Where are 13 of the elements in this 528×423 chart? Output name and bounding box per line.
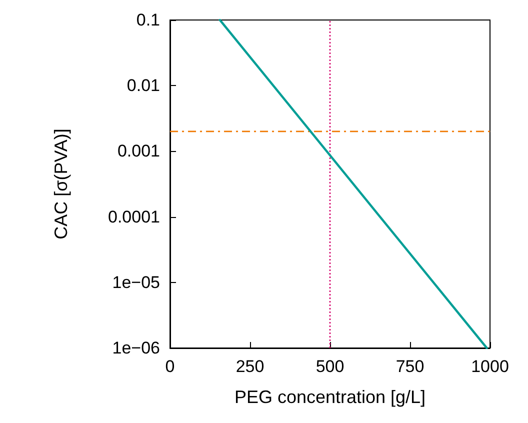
y-tick-label: 0.001 — [117, 142, 160, 161]
x-tick-label: 0 — [165, 357, 175, 376]
y-tick-label: 0.01 — [126, 76, 160, 96]
x-tick-label: 500 — [316, 357, 344, 376]
y-tick-label: 0.1 — [136, 10, 160, 30]
y-tick-label: 1e−05 — [112, 272, 160, 292]
y-axis-title: CAC [σ(PVA)] — [51, 128, 71, 240]
x-axis-title: PEG concentration [g/L] — [234, 387, 426, 407]
x-tick-label: 250 — [236, 357, 264, 376]
y-tick-label: 0.0001 — [108, 207, 160, 226]
x-tick-label: 1000 — [471, 357, 509, 376]
y-tick-label: 1e−06 — [112, 338, 160, 358]
x-tick-label: 750 — [396, 357, 424, 376]
